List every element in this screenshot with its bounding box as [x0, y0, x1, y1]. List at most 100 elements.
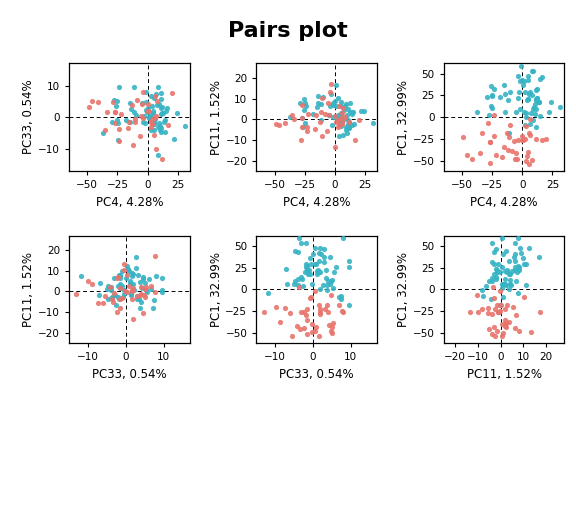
Point	[336, 114, 346, 122]
Point	[102, 285, 111, 294]
Point	[103, 295, 112, 304]
Point	[154, 119, 164, 127]
Point	[113, 135, 123, 144]
Point	[506, 276, 515, 285]
Point	[298, 122, 307, 131]
Point	[137, 99, 146, 107]
Point	[325, 253, 335, 261]
Point	[132, 295, 141, 304]
Point	[532, 93, 541, 102]
Point	[324, 308, 333, 316]
Point	[496, 301, 505, 309]
Point	[323, 301, 332, 309]
Point	[157, 95, 166, 103]
Point	[147, 281, 156, 290]
Point	[160, 117, 169, 126]
Point	[76, 271, 85, 280]
Point	[485, 325, 494, 334]
Point	[301, 239, 310, 247]
Point	[333, 113, 342, 121]
Point	[139, 290, 149, 299]
Point	[162, 103, 172, 112]
Point	[351, 136, 360, 144]
Point	[319, 258, 328, 267]
Point	[157, 104, 166, 112]
Point	[148, 109, 157, 117]
Point	[118, 294, 127, 302]
Point	[130, 118, 139, 126]
Point	[143, 108, 152, 117]
Point	[320, 305, 329, 314]
Point	[547, 97, 556, 106]
Point	[114, 273, 123, 281]
Point	[115, 295, 124, 303]
Point	[312, 111, 321, 120]
Point	[294, 248, 303, 256]
Point	[513, 155, 522, 164]
Point	[271, 120, 281, 128]
Point	[151, 111, 160, 120]
Point	[127, 280, 136, 288]
Point	[112, 308, 122, 316]
Point	[123, 288, 132, 296]
Point	[487, 104, 497, 112]
Point	[314, 300, 324, 309]
Point	[525, 119, 535, 128]
Point	[115, 271, 124, 280]
Point	[525, 88, 534, 96]
Point	[128, 270, 138, 278]
Point	[300, 95, 309, 103]
Point	[128, 141, 138, 149]
Point	[132, 291, 142, 300]
Point	[505, 133, 514, 142]
Point	[503, 146, 513, 154]
Point	[315, 308, 324, 316]
Point	[147, 116, 156, 124]
Point	[113, 281, 122, 290]
Point	[145, 113, 154, 121]
Point	[141, 282, 150, 291]
Point	[107, 286, 116, 295]
Point	[190, 125, 199, 134]
Point	[152, 101, 161, 110]
Point	[497, 320, 506, 328]
Point	[111, 119, 120, 127]
Point	[344, 124, 353, 133]
Point	[516, 249, 525, 257]
Point	[141, 286, 150, 295]
Point	[94, 291, 104, 300]
Point	[481, 282, 490, 290]
Point	[342, 122, 351, 131]
Point	[506, 88, 515, 96]
Point	[300, 267, 309, 276]
Point	[488, 92, 497, 100]
Point	[492, 265, 501, 273]
Point	[301, 260, 310, 268]
Point	[141, 293, 150, 301]
Point	[111, 300, 120, 309]
Point	[492, 268, 502, 277]
Point	[322, 274, 331, 282]
Point	[156, 124, 165, 132]
Point	[317, 116, 326, 124]
Point	[146, 118, 156, 126]
Point	[135, 278, 145, 286]
Point	[115, 284, 124, 292]
Point	[146, 110, 156, 119]
Point	[319, 280, 328, 289]
Point	[108, 118, 117, 127]
Point	[263, 288, 272, 297]
Point	[158, 102, 167, 111]
Point	[154, 151, 163, 159]
Point	[181, 122, 190, 130]
Point	[302, 266, 312, 275]
X-axis label: PC4, 4.28%: PC4, 4.28%	[283, 195, 351, 209]
Point	[315, 305, 324, 313]
Point	[533, 84, 542, 93]
Point	[511, 277, 521, 286]
Point	[344, 301, 354, 309]
Point	[114, 295, 123, 304]
Point	[313, 92, 323, 100]
Point	[137, 283, 146, 291]
Point	[296, 136, 305, 145]
